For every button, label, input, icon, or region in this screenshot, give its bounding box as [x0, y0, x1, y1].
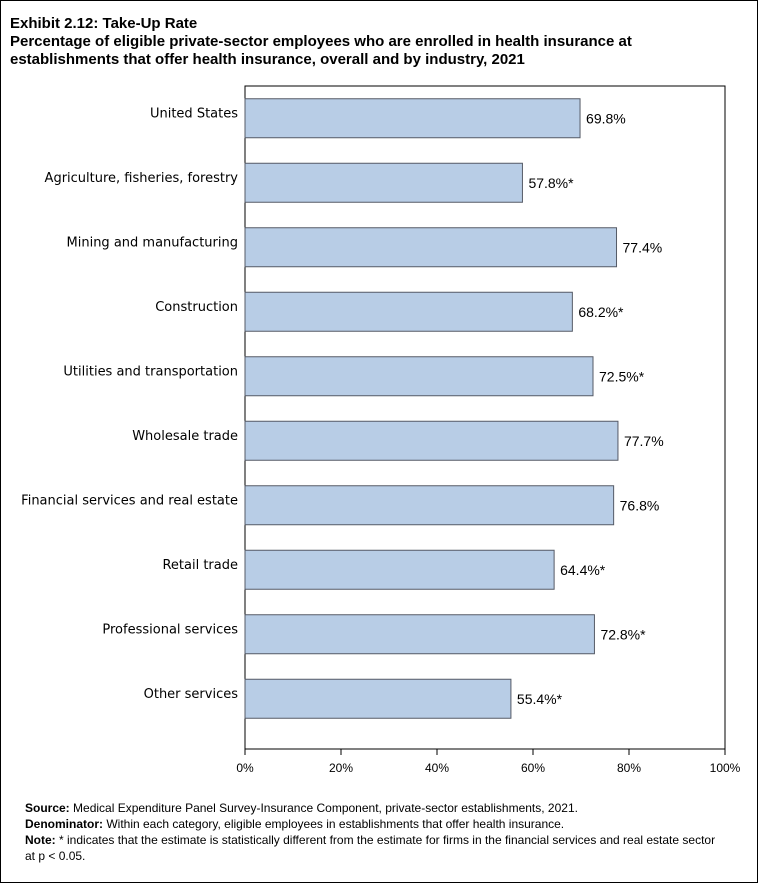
bar: [244, 98, 581, 139]
source-label: Source:: [25, 801, 70, 815]
bar: [244, 678, 512, 719]
data-label: 76.8%: [620, 497, 660, 513]
category-label: Construction: [155, 300, 238, 315]
category-label: Wholesale trade: [132, 429, 238, 444]
category-label: Other services: [144, 687, 239, 702]
bar: [244, 614, 595, 655]
data-label: 72.8%*: [600, 626, 646, 642]
bar: [244, 162, 523, 203]
category-label: Retail trade: [162, 558, 238, 573]
denominator-note: Denominator: Within each category, eligi…: [25, 816, 725, 832]
bar: [244, 420, 619, 461]
note-label: Note:: [25, 833, 56, 847]
chart-title: Exhibit 2.12: Take-Up Rate: [10, 15, 198, 32]
title-block: Exhibit 2.12: Take-Up Rate Percentage of…: [10, 15, 750, 69]
denominator-text: Within each category, eligible employees…: [103, 817, 565, 831]
x-tick-label: 0%: [236, 761, 254, 775]
bar: [244, 291, 573, 332]
data-label: 64.4%*: [560, 562, 606, 578]
note-text: * indicates that the estimate is statist…: [25, 833, 716, 863]
bar: [244, 549, 555, 590]
x-tick-label: 20%: [329, 761, 353, 775]
category-label: United States: [150, 106, 238, 121]
category-label: Utilities and transportation: [63, 364, 238, 379]
x-tick-label: 80%: [617, 761, 641, 775]
source-text: Medical Expenditure Panel Survey-Insuran…: [69, 801, 578, 815]
category-label: Mining and manufacturing: [67, 235, 238, 250]
significance-note: Note: * indicates that the estimate is s…: [25, 832, 725, 864]
data-label: 72.5%*: [599, 368, 645, 384]
data-label: 68.2%*: [578, 304, 624, 320]
category-label: Financial services and real estate: [21, 493, 238, 508]
data-label: 55.4%*: [517, 691, 563, 707]
data-label: 57.8%*: [528, 175, 574, 191]
bar: [244, 485, 615, 526]
data-label: 69.8%: [586, 110, 626, 126]
bar: [244, 356, 594, 397]
bar-chart: 69.8% United States 57.8%* Agriculture, fis…: [21, 85, 741, 775]
chart-subtitle-line2: establishments that offer health insuran…: [10, 51, 525, 68]
source-note: Source: Medical Expenditure Panel Survey…: [25, 800, 725, 816]
plot-area: [244, 85, 726, 750]
chart-subtitle-line1: Percentage of eligible private-sector em…: [10, 33, 632, 50]
x-tick-label: 100%: [710, 761, 741, 775]
bar: [244, 227, 618, 268]
footnotes: Source: Medical Expenditure Panel Survey…: [25, 800, 725, 864]
category-label: Agriculture, fisheries, forestry: [45, 171, 239, 186]
category-label: Professional services: [102, 622, 238, 637]
x-tick-label: 60%: [521, 761, 545, 775]
data-label: 77.4%: [623, 239, 663, 255]
data-label: 77.7%: [624, 433, 664, 449]
denominator-label: Denominator:: [25, 817, 103, 831]
x-tick-label: 40%: [425, 761, 449, 775]
